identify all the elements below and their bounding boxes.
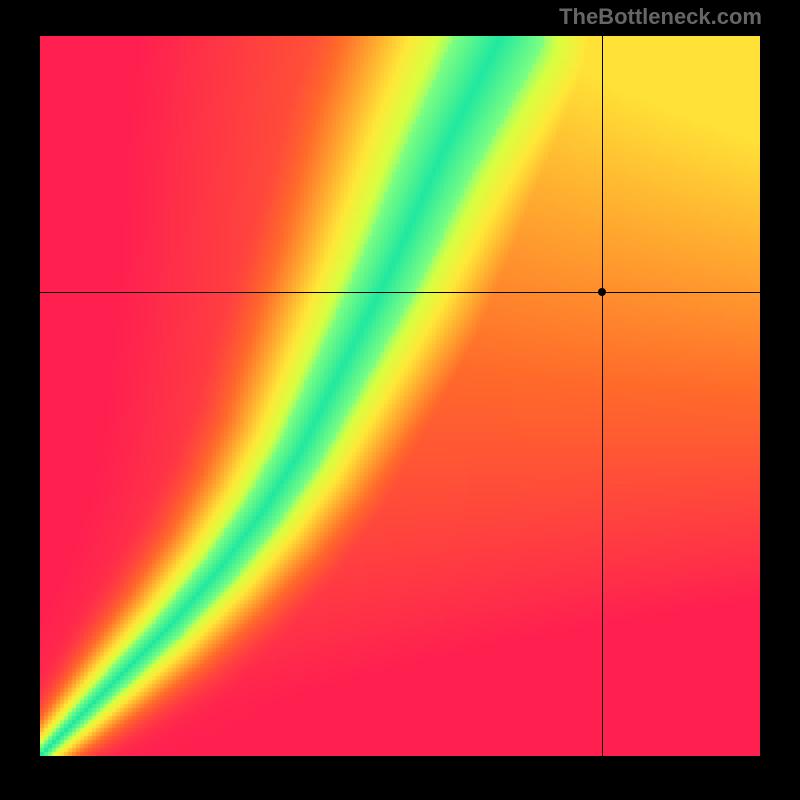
crosshair-vertical-line xyxy=(602,36,603,756)
crosshair-horizontal-line xyxy=(40,292,760,293)
crosshair-marker-dot xyxy=(598,288,606,296)
watermark-text: TheBottleneck.com xyxy=(559,4,762,30)
heatmap-canvas xyxy=(40,36,760,756)
heatmap-chart xyxy=(40,36,760,756)
